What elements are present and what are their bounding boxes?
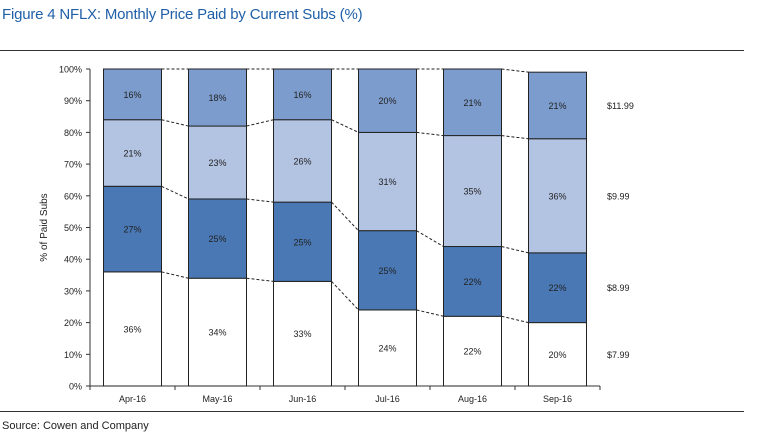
data-label: 20% xyxy=(378,96,396,106)
y-tick-label: 80% xyxy=(64,128,82,138)
bottom-rule xyxy=(0,411,744,412)
bar-segment-7-99-sep-16 xyxy=(528,322,587,387)
connector-line xyxy=(246,198,274,203)
data-label: 23% xyxy=(208,158,226,168)
data-label: 25% xyxy=(208,234,226,244)
y-tick-label: 30% xyxy=(64,286,82,296)
data-label: 36% xyxy=(548,191,566,201)
bar-segment-9-99-jul-16 xyxy=(358,131,417,232)
connector-line xyxy=(161,119,189,127)
y-tick-label: 0% xyxy=(69,382,82,392)
data-label: 22% xyxy=(463,277,481,287)
bar-segment-9-99-aug-16 xyxy=(443,135,502,248)
connector-line xyxy=(501,315,529,324)
data-label: 22% xyxy=(548,283,566,293)
bar-segment-11-99-jul-16 xyxy=(358,68,417,133)
x-tick-label: Aug-16 xyxy=(458,394,487,404)
x-tick-label: Sep-16 xyxy=(543,394,572,404)
connector-line xyxy=(246,277,274,282)
connector-line xyxy=(416,131,444,137)
chart-title: Figure 4 NFLX: Monthly Price Paid by Cur… xyxy=(2,6,363,23)
y-tick-label: 40% xyxy=(64,255,82,265)
data-label: 21% xyxy=(548,101,566,111)
x-tick-label: May-16 xyxy=(202,394,232,404)
bar-segment-7-99-jul-16 xyxy=(358,309,417,387)
bar-segment-11-99-may-16 xyxy=(188,68,247,127)
data-label: 31% xyxy=(378,177,396,187)
bar-segment-11-99-jun-16 xyxy=(273,68,332,121)
legend-label: $9.99 xyxy=(607,191,630,201)
data-label: 25% xyxy=(293,237,311,247)
connector-line xyxy=(161,185,189,200)
connector-line xyxy=(331,201,359,232)
x-tick-label: Apr-16 xyxy=(119,394,146,404)
connector-line xyxy=(331,281,359,311)
data-label: 21% xyxy=(123,149,141,159)
y-tick-label: 100% xyxy=(59,65,82,75)
connector-line xyxy=(501,246,529,254)
connector-line xyxy=(501,135,529,140)
top-rule xyxy=(0,50,744,51)
legend-label: $7.99 xyxy=(607,350,630,360)
data-label: 34% xyxy=(208,328,226,338)
bar-segment-7-99-apr-16 xyxy=(103,271,162,387)
data-label: 35% xyxy=(463,187,481,197)
bar-segment-8-99-may-16 xyxy=(188,198,247,279)
legend-label: $8.99 xyxy=(607,283,630,293)
data-label: 21% xyxy=(463,98,481,108)
data-label: 16% xyxy=(123,90,141,100)
bar-segment-11-99-aug-16 xyxy=(443,68,502,137)
bar-segment-7-99-jun-16 xyxy=(273,280,332,387)
connector-line xyxy=(331,119,359,133)
data-label: 26% xyxy=(293,156,311,166)
bar-segment-8-99-jun-16 xyxy=(273,201,332,282)
y-tick-label: 90% xyxy=(64,96,82,106)
data-label: 25% xyxy=(378,266,396,276)
data-label: 22% xyxy=(463,347,481,357)
y-tick-label: 20% xyxy=(64,318,82,328)
data-label: 20% xyxy=(548,350,566,360)
bar-segment-8-99-jul-16 xyxy=(358,230,417,311)
connector-line xyxy=(161,271,189,279)
y-tick-label: 60% xyxy=(64,191,82,201)
bar-segment-8-99-aug-16 xyxy=(443,246,502,317)
y-tick-label: 10% xyxy=(64,350,82,360)
bar-segment-9-99-jun-16 xyxy=(273,119,332,203)
bar-segment-7-99-may-16 xyxy=(188,277,247,387)
bar-segment-9-99-sep-16 xyxy=(528,138,587,254)
data-label: 27% xyxy=(123,225,141,235)
x-tick-label: Jun-16 xyxy=(289,394,317,404)
bar-segment-11-99-sep-16 xyxy=(528,71,587,140)
y-axis-label: % of Paid Subs xyxy=(39,193,50,261)
source-note: Source: Cowen and Company xyxy=(2,420,149,432)
y-tick-label: 70% xyxy=(64,160,82,170)
bar-segment-8-99-sep-16 xyxy=(528,252,587,324)
legend-label: $11.99 xyxy=(607,101,634,111)
bar-segment-11-99-apr-16 xyxy=(103,68,162,121)
data-label: 36% xyxy=(123,324,141,334)
connector-line xyxy=(501,68,529,73)
data-label: 24% xyxy=(378,343,396,353)
connector-line xyxy=(246,119,274,127)
connector-line xyxy=(416,309,444,317)
bar-segment-9-99-apr-16 xyxy=(103,119,162,187)
bar-segment-9-99-may-16 xyxy=(188,125,247,200)
data-label: 18% xyxy=(208,93,226,103)
connector-line xyxy=(416,230,444,247)
y-tick-label: 50% xyxy=(64,223,82,233)
bar-segment-7-99-aug-16 xyxy=(443,315,502,387)
data-label: 16% xyxy=(293,90,311,100)
x-tick-label: Jul-16 xyxy=(375,394,400,404)
data-label: 33% xyxy=(293,329,311,339)
